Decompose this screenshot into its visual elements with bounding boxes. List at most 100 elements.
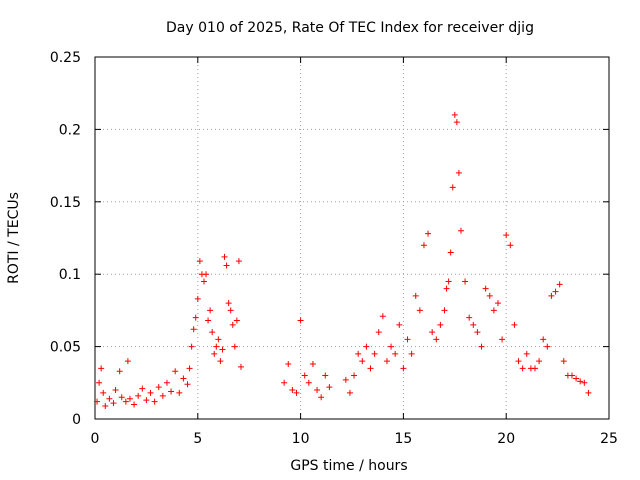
x-tick-label: 25 bbox=[600, 431, 618, 447]
data-point bbox=[96, 379, 103, 386]
data-point bbox=[106, 395, 113, 402]
data-point bbox=[507, 242, 514, 249]
data-point bbox=[131, 401, 138, 408]
data-point bbox=[429, 329, 436, 336]
data-point bbox=[548, 292, 555, 299]
data-point bbox=[367, 365, 374, 372]
data-point bbox=[223, 262, 230, 269]
data-point bbox=[577, 378, 584, 385]
data-point bbox=[112, 387, 119, 394]
y-tick-label: 0 bbox=[72, 412, 81, 428]
data-point bbox=[192, 314, 199, 321]
y-tick-label: 0.1 bbox=[59, 267, 81, 283]
data-point bbox=[180, 375, 187, 382]
y-tick-labels: 0 0.05 0.1 0.15 0.2 0.25 bbox=[50, 50, 81, 428]
data-point bbox=[219, 346, 226, 353]
data-point bbox=[227, 307, 234, 314]
data-point bbox=[359, 358, 366, 365]
data-point bbox=[396, 321, 403, 328]
x-tick-label: 15 bbox=[394, 431, 412, 447]
data-point bbox=[441, 307, 448, 314]
data-point bbox=[342, 376, 349, 383]
data-point bbox=[309, 360, 316, 367]
data-point bbox=[511, 321, 518, 328]
data-point bbox=[388, 343, 395, 350]
data-point bbox=[363, 343, 370, 350]
data-point bbox=[209, 329, 216, 336]
data-point bbox=[172, 368, 179, 375]
data-point bbox=[297, 317, 304, 324]
data-point bbox=[135, 392, 142, 399]
data-point bbox=[116, 368, 123, 375]
data-point bbox=[355, 350, 362, 357]
data-point bbox=[544, 343, 551, 350]
data-point bbox=[217, 358, 224, 365]
data-point bbox=[176, 389, 183, 396]
data-point bbox=[186, 365, 193, 372]
data-point bbox=[585, 389, 592, 396]
data-point bbox=[425, 230, 432, 237]
data-point bbox=[420, 242, 427, 249]
data-point bbox=[462, 278, 469, 285]
data-point bbox=[536, 358, 543, 365]
data-point bbox=[94, 398, 101, 405]
data-point bbox=[188, 343, 195, 350]
x-tick-label: 20 bbox=[497, 431, 515, 447]
plot-frame bbox=[94, 56, 610, 420]
data-point bbox=[443, 285, 450, 292]
data-point bbox=[235, 258, 242, 265]
axis-ticks bbox=[94, 56, 610, 420]
data-point bbox=[573, 375, 580, 382]
data-point bbox=[147, 389, 154, 396]
x-tick-label: 0 bbox=[91, 431, 100, 447]
data-point bbox=[581, 379, 588, 386]
data-point bbox=[318, 394, 325, 401]
data-point bbox=[447, 249, 454, 256]
data-point bbox=[301, 372, 308, 379]
data-point bbox=[523, 350, 530, 357]
data-point bbox=[568, 372, 575, 379]
data-point bbox=[490, 307, 497, 314]
data-point bbox=[184, 381, 191, 388]
data-point bbox=[375, 329, 382, 336]
data-point bbox=[203, 271, 210, 278]
data-point bbox=[205, 317, 212, 324]
data-point bbox=[560, 358, 567, 365]
data-point bbox=[455, 169, 462, 176]
data-point bbox=[126, 395, 133, 402]
data-point bbox=[229, 321, 236, 328]
data-point bbox=[285, 360, 292, 367]
data-point bbox=[449, 184, 456, 191]
data-point bbox=[404, 336, 411, 343]
data-point bbox=[151, 398, 158, 405]
data-point bbox=[143, 397, 150, 404]
data-points bbox=[94, 111, 592, 409]
data-point bbox=[163, 379, 170, 386]
data-point bbox=[371, 350, 378, 357]
x-tick-labels: 0 5 10 15 20 25 bbox=[91, 431, 618, 447]
y-tick-label: 0.05 bbox=[50, 340, 81, 356]
data-point bbox=[190, 326, 197, 333]
data-point bbox=[213, 343, 220, 350]
data-point bbox=[437, 321, 444, 328]
data-point bbox=[322, 372, 329, 379]
y-tick-label: 0.15 bbox=[50, 195, 81, 211]
data-point bbox=[416, 307, 423, 314]
data-point bbox=[392, 350, 399, 357]
x-tick-label: 10 bbox=[292, 431, 310, 447]
data-point bbox=[231, 343, 238, 350]
data-point bbox=[383, 358, 390, 365]
data-point bbox=[470, 321, 477, 328]
data-point bbox=[233, 317, 240, 324]
data-point bbox=[556, 281, 563, 288]
data-point bbox=[412, 292, 419, 299]
data-point bbox=[293, 389, 300, 396]
data-point bbox=[519, 365, 526, 372]
data-point bbox=[466, 314, 473, 321]
data-point bbox=[118, 394, 125, 401]
data-point bbox=[433, 336, 440, 343]
data-point bbox=[110, 400, 117, 407]
y-axis-label: ROTI / TECUs bbox=[6, 192, 22, 284]
data-point bbox=[379, 313, 386, 320]
